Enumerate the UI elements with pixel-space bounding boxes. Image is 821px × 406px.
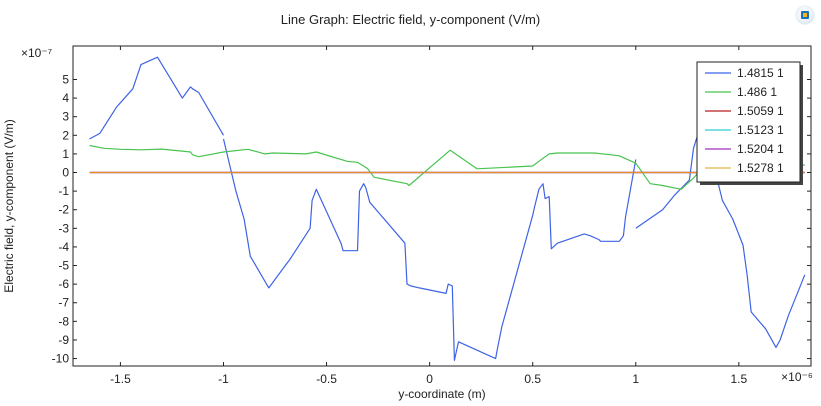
legend-entry: 1.5278 1 [737,161,784,175]
x-axis-label: y-coordinate (m) [398,387,485,401]
x-tick-label: 0 [426,372,433,386]
y-axis-ticks: 5 4 3 2 1 0 -1 -2 -3 -4 -5 -6 -7 -8 -9 -10 [52,72,811,366]
legend-box [696,61,801,183]
x-axis-ticks: -1.5 -1 -0.5 0 0.5 1 1.5 [110,46,748,386]
y-tick-label: -8 [58,314,69,328]
legend-entry: 1.486 1 [737,85,777,99]
chart-title: Line Graph: Electric field, y-component … [280,12,541,27]
y-tick-label: 0 [62,166,69,180]
y-tick-label: -4 [58,240,69,254]
y-tick-label: 5 [62,72,69,86]
y-tick-label: -9 [58,333,69,347]
series-lines [89,56,806,361]
axes: -1.5 -1 -0.5 0 0.5 1 1.5 5 4 3 2 1 0 -1 -2 -3 -4 -5 -6 -7 -… [2,45,813,401]
series-line-2 [635,119,806,348]
series-line-3 [89,144,805,190]
y-axis-label: Electric field, y-component (V/m) [2,119,16,292]
x-tick-label: -1.5 [110,372,131,386]
y-tick-label: -2 [58,203,69,217]
y-tick-label: -10 [52,352,70,366]
series-line-1 [222,138,637,361]
y-tick-label: -7 [58,296,69,310]
series-line-0 [89,56,225,140]
y-tick-label: -6 [58,277,69,291]
legend-entry: 1.5059 1 [737,104,784,118]
y-tick-label: -1 [58,184,69,198]
legend-entry: 1.5123 1 [737,123,784,137]
app-icon[interactable] [796,6,814,24]
x-tick-label: 1.5 [731,372,748,386]
plot-frame [72,45,812,367]
legend: 1.4815 1 1.486 1 1.5059 1 1.5123 1 1.5204 1 1… [696,61,803,185]
x-tick-label: -0.5 [316,372,337,386]
y-tick-label: -5 [58,259,69,273]
y-tick-label: 1 [62,147,69,161]
legend-entry: 1.5204 1 [737,142,784,156]
x-axis-scale-label: ×10⁻⁶ [781,370,813,384]
x-tick-label: -1 [218,372,229,386]
y-tick-label: 2 [62,128,69,142]
x-tick-label: 1 [632,372,639,386]
legend-entry: 1.4815 1 [737,66,784,80]
y-tick-label: 3 [62,110,69,124]
y-axis-scale-label: ×10⁻⁷ [21,46,52,60]
y-tick-label: -3 [58,221,69,235]
y-tick-label: 4 [62,91,69,105]
x-tick-label: 0.5 [524,372,541,386]
